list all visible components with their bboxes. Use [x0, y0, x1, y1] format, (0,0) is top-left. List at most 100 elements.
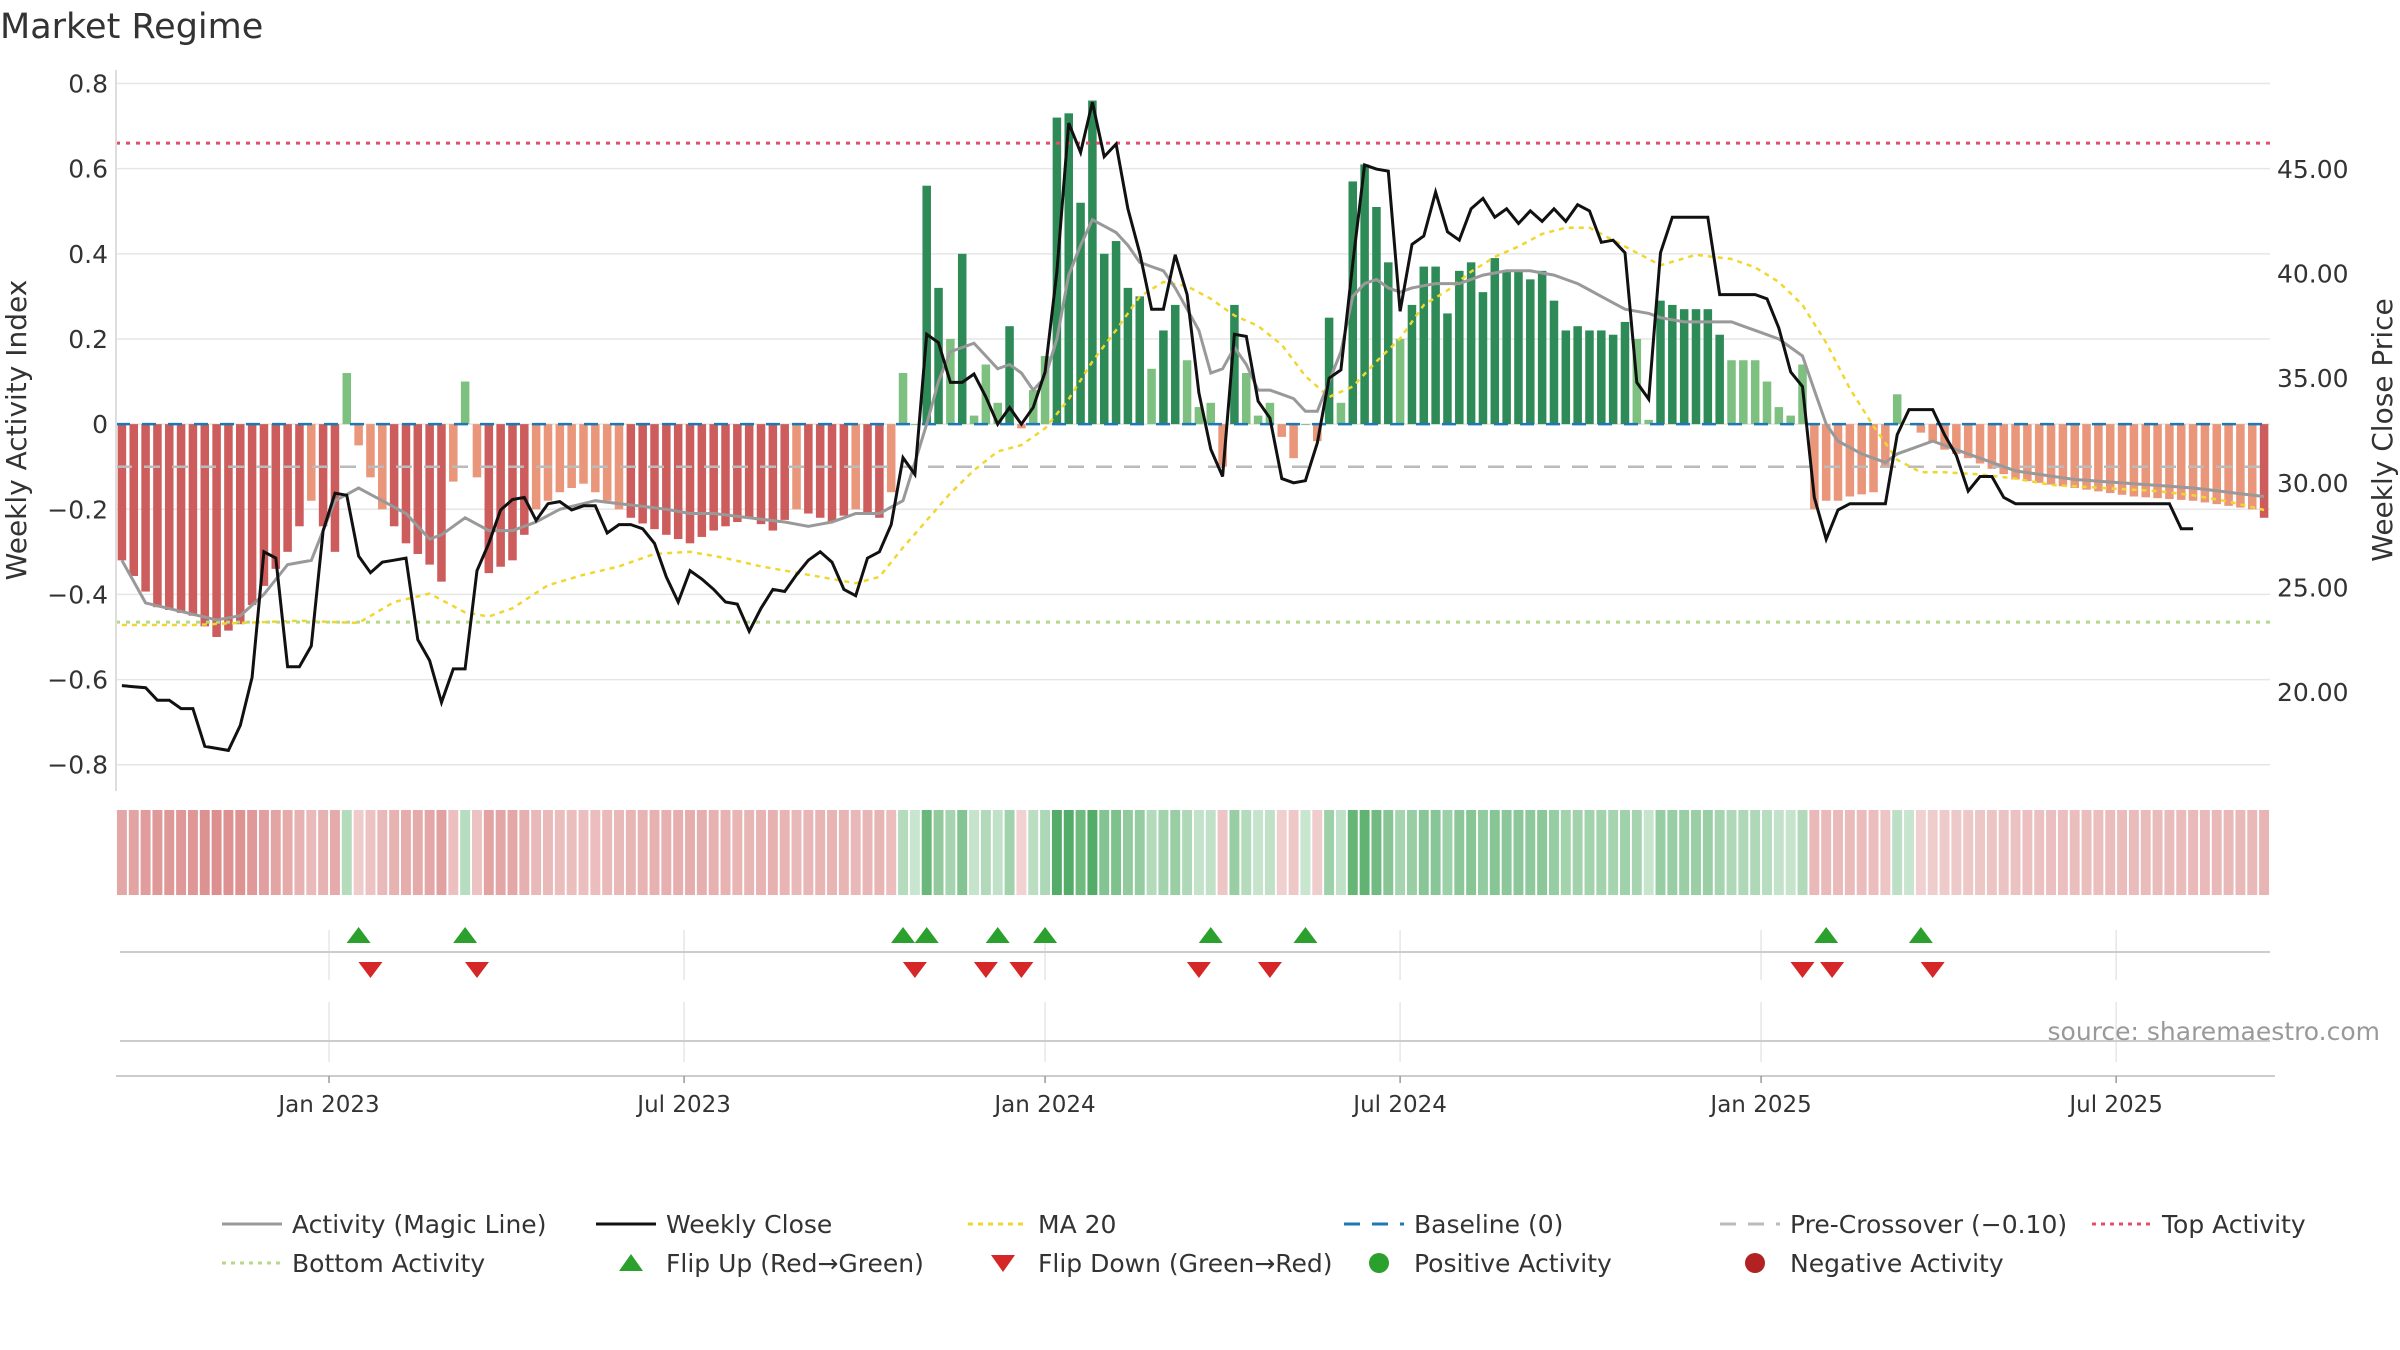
regime-band-cell — [1051, 810, 1062, 895]
regime-band-cell — [1667, 810, 1678, 895]
activity-bar — [1395, 338, 1405, 425]
regime-band-cell — [389, 810, 400, 895]
y-tick-label-left: 0.6 — [68, 155, 108, 184]
activity-bar — [1336, 402, 1346, 425]
regime-band-cell — [1844, 810, 1855, 895]
activity-bar — [283, 424, 292, 552]
y-tick-label-right: 25.00 — [2277, 573, 2349, 602]
regime-band-cell — [1738, 810, 1749, 895]
regime-band-cell — [1537, 810, 1548, 895]
regime-band-cell — [767, 810, 778, 895]
regime-band-cell — [1951, 810, 1962, 895]
series-lines — [120, 101, 2265, 753]
regime-band-cell — [2164, 810, 2175, 895]
activity-bar — [1549, 300, 1559, 425]
activity-bar — [1372, 206, 1381, 425]
regime-band-cell — [1217, 810, 1228, 895]
activity-bar — [200, 424, 210, 627]
regime-band-cell — [2034, 810, 2045, 895]
legend-label: Flip Up (Red→Green) — [666, 1249, 924, 1278]
activity-bar — [1407, 304, 1417, 425]
regime-band-cell — [436, 810, 447, 895]
y-tick-label-left: 0.2 — [68, 325, 108, 354]
activity-bar — [2070, 424, 2079, 488]
regime-band-cell — [1939, 810, 1950, 895]
activity-bar — [2046, 424, 2056, 485]
regime-band-cell — [472, 810, 482, 895]
activity-bar — [1762, 381, 1772, 425]
y-tick-label-right: 20.00 — [2277, 678, 2349, 707]
activity-bar — [1277, 424, 1287, 437]
y-tick-label-left: 0 — [92, 410, 108, 439]
flip-up-marker — [1293, 927, 1318, 943]
activity-bar — [839, 424, 849, 516]
activity-bar — [1691, 309, 1701, 425]
regime-band-cell — [1122, 810, 1133, 895]
regime-band-cell — [827, 810, 837, 895]
activity-bar — [1088, 100, 1097, 425]
regime-band-cell — [1655, 810, 1666, 895]
activity-bar — [2034, 424, 2044, 483]
regime-band-cell — [732, 810, 743, 895]
regime-band-cell — [933, 810, 944, 895]
regime-band-cell — [531, 810, 542, 895]
regime-band-cell — [2235, 810, 2246, 895]
regime-band-cell — [424, 810, 435, 895]
regime-band-cell — [2199, 810, 2210, 895]
source-note: source: sharemaestro.com — [2048, 1017, 2381, 1046]
activity-bar — [1656, 300, 1665, 425]
activity-bar — [389, 424, 399, 527]
activity-bar — [875, 424, 884, 518]
y-axis-label-left: Weekly Activity Index — [0, 280, 33, 581]
activity-bar — [1076, 202, 1085, 425]
regime-band-cell — [779, 810, 790, 895]
regime-band-cell — [519, 810, 530, 895]
chart-title: Market Regime — [0, 7, 263, 47]
regime-band-cell — [1596, 810, 1607, 895]
activity-bar — [1147, 368, 1156, 425]
regime-band-cell — [614, 810, 624, 895]
activity-bar — [129, 424, 139, 576]
regime-band-cell — [1620, 810, 1630, 895]
activity-bar — [295, 424, 304, 527]
activity-bar — [437, 424, 446, 582]
activity-bar — [2200, 424, 2210, 503]
regime-band-cell — [554, 810, 565, 895]
activity-bar — [1715, 334, 1724, 425]
regime-band-cell — [329, 810, 340, 895]
regime-band-cell — [2057, 810, 2068, 895]
x-tick-label: Jan 2025 — [1708, 1092, 1811, 1118]
regime-band-cell — [1821, 810, 1832, 895]
regime-band-cell — [2093, 810, 2104, 895]
regime-band-cell — [116, 810, 127, 895]
regime-band-cell — [744, 810, 755, 895]
y-tick-label-left: 0.4 — [68, 240, 108, 269]
regime-band-cell — [1501, 810, 1512, 895]
activity-bar — [153, 424, 162, 608]
regime-band-cell — [176, 810, 187, 895]
x-tick-label: Jul 2024 — [1351, 1092, 1447, 1118]
activity-bar — [2141, 424, 2150, 498]
regime-band-cell — [543, 810, 553, 895]
activity-bar — [236, 424, 245, 625]
activity-bar — [1585, 330, 1594, 425]
regime-band-cell — [1904, 810, 1914, 895]
flip-down-marker — [1920, 962, 1945, 978]
regime-band-cell — [1170, 810, 1181, 895]
regime-band-cell — [1466, 810, 1477, 895]
regime-band-cell — [1856, 810, 1867, 895]
y-tick-label-right: 40.00 — [2277, 260, 2349, 289]
activity-bar — [271, 424, 281, 569]
activity-bar — [543, 424, 553, 501]
legend-swatch-positive — [1369, 1253, 1389, 1273]
regime-band-cell — [590, 810, 601, 895]
regime-band-cell — [1300, 810, 1311, 895]
regime-band-cell — [661, 810, 672, 895]
activity-bar — [579, 424, 588, 484]
regime-band-cell — [708, 810, 719, 895]
activity-bar — [1952, 424, 1961, 454]
regime-band-cell — [578, 810, 589, 895]
regime-band-cell — [1643, 810, 1654, 895]
activity-bar — [1253, 415, 1263, 425]
activity-bar — [768, 424, 778, 531]
